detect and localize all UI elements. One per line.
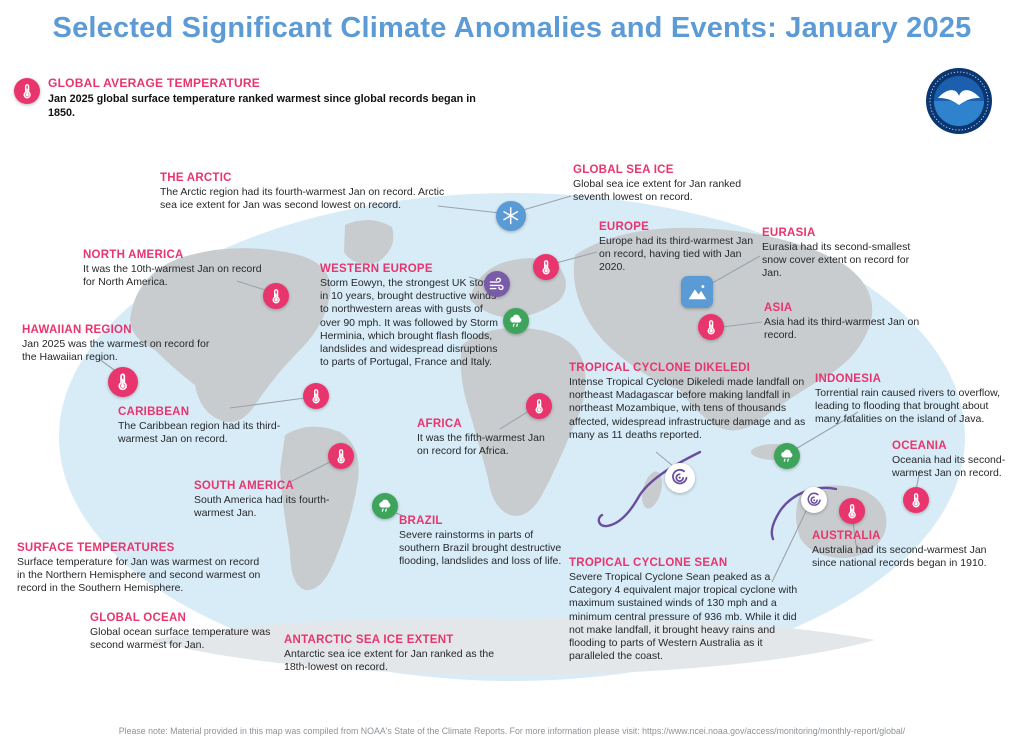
continent-greenland (344, 219, 394, 264)
callout-indonesia: INDONESIA Torrential rain caused rivers … (815, 373, 1009, 427)
callout-body: Global ocean surface temperature was sec… (90, 626, 271, 652)
continent-africa (460, 327, 586, 516)
cyclone-icon (801, 487, 827, 513)
callout-title: WESTERN EUROPE (320, 263, 433, 275)
snowflake-icon (496, 201, 526, 231)
thermometer-icon (303, 383, 329, 409)
callout-body: It was the fifth-warmest Jan on record f… (417, 432, 545, 458)
callout-body: Surface temperature for Jan was warmest … (17, 556, 261, 595)
island-madagascar (642, 471, 662, 509)
callout-title: HAWAIIAN REGION (22, 324, 132, 336)
callout-title: SURFACE TEMPERATURES (17, 542, 175, 554)
thermometer-icon (328, 443, 354, 469)
callout-australia: AUSTRALIA Australia had its second-warme… (812, 530, 1004, 570)
thermometer-icon (526, 393, 552, 419)
callout-south-america: SOUTH AMERICA South America had its four… (194, 480, 349, 520)
callout-title: OCEANIA (892, 440, 947, 452)
cyclone-icon (665, 463, 695, 493)
callout-title: BRAZIL (399, 515, 443, 527)
callout-global-ocean: GLOBAL OCEAN Global ocean surface temper… (90, 612, 296, 652)
wind-icon (484, 271, 510, 297)
callout-hawaiian-region: HAWAIIAN REGION Jan 2025 was the warmest… (22, 324, 222, 364)
callout-title: THE ARCTIC (160, 172, 232, 184)
continent-antarctica (150, 618, 875, 676)
callout-body: Severe rainstorms in parts of southern B… (399, 529, 562, 568)
callout-title: ANTARCTIC SEA ICE EXTENT (284, 634, 454, 646)
callout-body: Oceania had its second-warmest Jan on re… (892, 454, 1006, 480)
callout-title: EURASIA (762, 227, 816, 239)
callout-title: GLOBAL OCEAN (90, 612, 187, 624)
callout-body: Torrential rain caused rivers to overflo… (815, 387, 1000, 426)
callout-body: Intense Tropical Cyclone Dikeledi made l… (569, 376, 806, 441)
callout-body: Europe had its third-warmest Jan on reco… (599, 235, 754, 274)
callout-body: The Caribbean region had its third-warme… (118, 420, 281, 446)
callout-body: South America had its fourth-warmest Jan… (194, 494, 330, 520)
leader-lines (98, 195, 921, 583)
callout-caribbean: CARIBBEAN The Caribbean region had its t… (118, 406, 310, 446)
snow-cover-icon (681, 276, 713, 308)
callout-body: Eurasia had its second-smallest snow cov… (762, 241, 911, 280)
callout-body: Global sea ice extent for Jan ranked sev… (573, 178, 742, 204)
callout-title: NORTH AMERICA (83, 249, 184, 261)
callout-body: Antarctic sea ice extent for Jan ranked … (284, 648, 495, 674)
page-title: Selected Significant Climate Anomalies a… (52, 12, 972, 44)
callout-body: Australia had its second-warmest Jan sin… (812, 544, 987, 570)
callout-body: It was the 10th-warmest Jan on record fo… (83, 263, 262, 289)
callout-oceania: OCEANIA Oceania had its second-warmest J… (892, 440, 1020, 480)
callout-title: GLOBAL SEA ICE (573, 164, 674, 176)
callout-title: CARIBBEAN (118, 406, 190, 418)
callout-western-europe: WESTERN EUROPE Storm Eowyn, the stronges… (320, 263, 500, 370)
callout-body: Storm Eowyn, the strongest UK storm in 1… (320, 277, 498, 369)
callout-brazil: BRAZIL Severe rainstorms in parts of sou… (399, 515, 563, 569)
callout-europe: EUROPE Europe had its third-warmest Jan … (599, 221, 757, 275)
cyclone-track-dikeledi (597, 450, 702, 528)
callout-north-america: NORTH AMERICA It was the 10th-warmest Ja… (83, 249, 273, 289)
callout-title: AFRICA (417, 418, 462, 430)
callout-title: TROPICAL CYCLONE SEAN (569, 557, 728, 569)
rain-icon (774, 443, 800, 469)
thermometer-icon (263, 283, 289, 309)
rain-icon (372, 493, 398, 519)
callout-tropical-cyclone-sean: TROPICAL CYCLONE SEAN Severe Tropical Cy… (569, 557, 811, 664)
thermometer-icon (108, 367, 138, 397)
callout-title: SOUTH AMERICA (194, 480, 294, 492)
callout-title: ASIA (764, 302, 793, 314)
callout-body: The Arctic region had its fourth-warmest… (160, 186, 445, 212)
callout-title: EUROPE (599, 221, 650, 233)
callout-title: GLOBAL AVERAGE TEMPERATURE (48, 76, 261, 90)
global-average-temperature-callout: GLOBAL AVERAGE TEMPERATURE Jan 2025 glob… (14, 76, 484, 120)
thermometer-icon (533, 254, 559, 280)
callout-the-arctic: THE ARCTIC The Arctic region had its fou… (160, 172, 462, 212)
rain-icon (503, 308, 529, 334)
thermometer-icon (698, 314, 724, 340)
callout-antarctic-sea-ice-extent: ANTARCTIC SEA ICE EXTENT Antarctic sea i… (284, 634, 508, 674)
callout-body: Jan 2025 global surface temperature rank… (48, 93, 476, 120)
callout-africa: AFRICA It was the fifth-warmest Jan on r… (417, 418, 557, 458)
callout-title: AUSTRALIA (812, 530, 881, 542)
noaa-logo (926, 68, 992, 134)
callout-global-sea-ice: GLOBAL SEA ICE Global sea ice extent for… (573, 164, 773, 204)
callout-body: Jan 2025 was the warmest on record for t… (22, 338, 210, 364)
callout-surface-temperatures: SURFACE TEMPERATURES Surface temperature… (17, 542, 265, 596)
thermometer-icon (14, 78, 40, 104)
footer-note: Please note: Material provided in this m… (118, 726, 906, 736)
callout-body: Severe Tropical Cyclone Sean peaked as a… (569, 571, 798, 663)
callout-asia: ASIA Asia had its third-warmest Jan on r… (764, 302, 929, 342)
callout-body: Asia had its third-warmest Jan on record… (764, 316, 920, 342)
callout-title: INDONESIA (815, 373, 882, 385)
callout-tropical-cyclone-dikeledi: TROPICAL CYCLONE DIKELEDI Intense Tropic… (569, 362, 807, 442)
thermometer-icon (903, 487, 929, 513)
callout-eurasia: EURASIA Eurasia had its second-smallest … (762, 227, 926, 281)
thermometer-icon (839, 498, 865, 524)
callout-title: TROPICAL CYCLONE DIKELEDI (569, 362, 751, 374)
